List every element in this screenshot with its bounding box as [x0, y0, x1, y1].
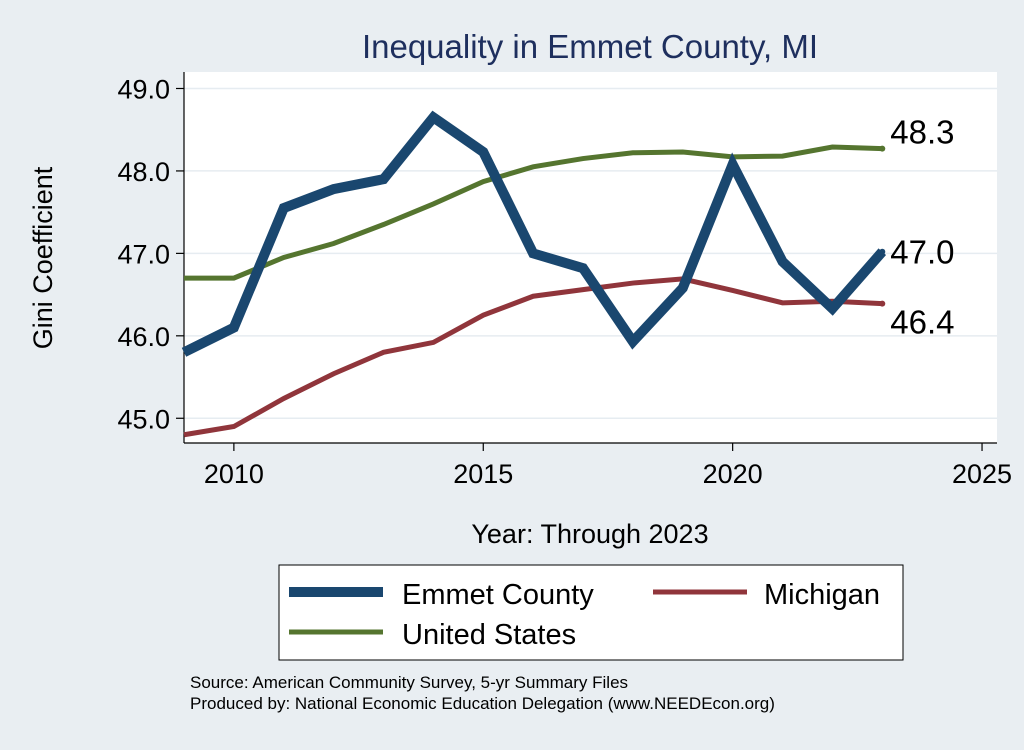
producer-note: Produced by: National Economic Education…	[190, 694, 775, 713]
x-axis-label: Year: Through 2023	[471, 519, 708, 549]
end-marker-emmet-county	[879, 249, 885, 255]
end-label-michigan: 46.4	[890, 304, 954, 341]
end-marker-united-states	[879, 146, 885, 152]
chart-title: Inequality in Emmet County, MI	[362, 28, 818, 65]
end-label-emmet-county: 47.0	[890, 234, 954, 271]
x-tick-label: 2020	[703, 459, 763, 489]
legend-label-emmet-county: Emmet County	[402, 579, 594, 611]
legend-label-united-states: United States	[402, 619, 576, 651]
y-axis-label: Gini Coefficient	[28, 166, 58, 349]
end-marker-michigan	[879, 301, 885, 307]
source-note: Source: American Community Survey, 5-yr …	[190, 673, 628, 692]
y-axis: 45.0 46.0 47.0 48.0 49.0	[117, 72, 184, 443]
x-tick-label: 2010	[204, 459, 264, 489]
legend: Emmet County Michigan United States	[279, 565, 903, 660]
y-tick-label: 47.0	[117, 239, 170, 269]
y-tick-label: 49.0	[117, 74, 170, 104]
end-label-united-states: 48.3	[890, 114, 954, 151]
legend-label-michigan: Michigan	[764, 579, 880, 611]
x-tick-label: 2025	[952, 459, 1012, 489]
x-tick-label: 2015	[453, 459, 513, 489]
y-tick-label: 45.0	[117, 404, 170, 434]
x-axis: 2010 2015 2020 2025	[184, 443, 1012, 489]
y-tick-label: 48.0	[117, 157, 170, 187]
y-tick-label: 46.0	[117, 322, 170, 352]
